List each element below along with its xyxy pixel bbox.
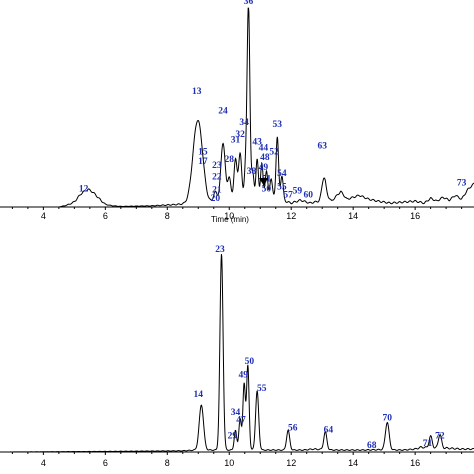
x-tick-label: 10 (224, 458, 234, 468)
peak-label: 38 (247, 167, 257, 177)
peak-label: 55 (277, 182, 287, 192)
peak-label: 64 (324, 425, 334, 435)
peak-label: 50 (245, 357, 255, 367)
peak-label: 54 (277, 169, 287, 179)
arrow-icon (259, 178, 268, 186)
x-ticks-bottom: 4 6 8 10 12 14 16 (11, 452, 463, 468)
x-tick-label: 16 (410, 211, 420, 221)
x-tick-label: 8 (165, 458, 170, 468)
x-ticks-top: 4 6 8 10 12 14 16 (11, 207, 463, 221)
peak-label: 49 (238, 371, 248, 381)
peak-label: 23 (215, 245, 225, 255)
peak-label: 13 (192, 87, 202, 97)
peak-label: 17 (198, 157, 208, 167)
peak-label: 15 (198, 147, 208, 157)
trace-bottom (0, 254, 474, 453)
peak-label: 47 (236, 416, 246, 426)
peak-label: 24 (218, 106, 228, 116)
x-tick-label: 12 (286, 458, 296, 468)
peak-label: 52 (269, 147, 279, 157)
peak-label: 44 (259, 143, 269, 153)
peak-label: 73 (457, 179, 467, 189)
peak-label: 32 (235, 130, 245, 140)
peak-label: 36 (244, 0, 254, 7)
peak-label: 59 (293, 186, 303, 196)
x-tick-label: 16 (410, 458, 420, 468)
peak-label: 57 (283, 190, 293, 200)
peak-label: 31 (231, 136, 241, 146)
peak-label: 28 (225, 155, 235, 165)
chromatogram-top: Time (min) 4 6 8 10 12 14 16 12131517202122232… (0, 0, 474, 224)
x-tick-label: 14 (348, 211, 358, 221)
peak-label: 63 (317, 142, 327, 152)
peak-label: 49 (259, 163, 269, 173)
x-tick-label: 6 (103, 211, 108, 221)
x-axis-label: Time (min) (211, 215, 249, 224)
peak-label: 53 (273, 120, 283, 130)
peak-label: 20 (211, 194, 221, 204)
peak-label: 12 (79, 184, 89, 194)
x-tick-label: 6 (103, 458, 108, 468)
peak-label: 55 (257, 384, 267, 394)
peak-label: 29 (228, 431, 238, 441)
peak-label: 22 (212, 173, 222, 183)
x-tick-label: 14 (348, 458, 358, 468)
peak-label: 71 (423, 439, 433, 449)
peak-label: 14 (194, 390, 204, 400)
x-tick-label: 12 (286, 211, 296, 221)
peak-label: 72 (435, 431, 445, 441)
peak-label: 23 (212, 161, 222, 171)
peak-label: 34 (231, 408, 241, 418)
peak-label: 43 (252, 138, 262, 148)
peak-label: 50 (262, 184, 272, 194)
peak-label: 70 (383, 414, 393, 424)
peak-label: 56 (288, 423, 298, 433)
peak-label: 48 (260, 153, 270, 163)
peak-label: 34 (239, 118, 249, 128)
trace-top (0, 7, 474, 208)
x-tick-label: 4 (41, 458, 46, 468)
x-tick-label: 8 (165, 211, 170, 221)
peak-label: 60 (304, 190, 314, 200)
x-tick-label: 10 (224, 211, 234, 221)
peak-label: 21 (212, 185, 222, 195)
peak-label: 68 (367, 441, 377, 451)
x-tick-label: 4 (41, 211, 46, 221)
